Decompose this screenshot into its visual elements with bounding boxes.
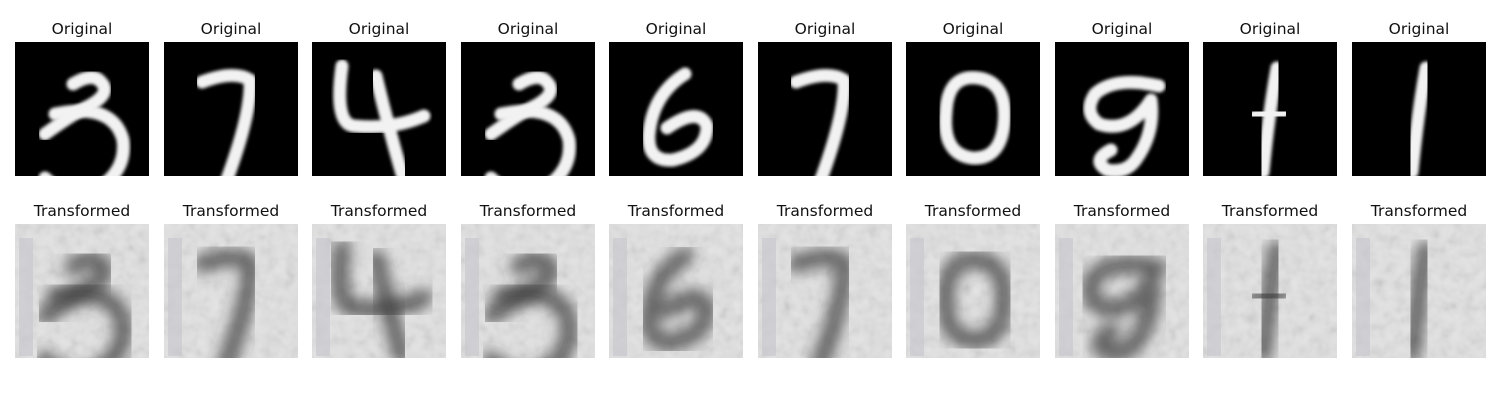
title-transformed-1: Transformed <box>182 202 280 220</box>
blurred-stroke <box>367 249 411 358</box>
title-original-3: Original <box>497 20 559 38</box>
original-image-9 <box>1352 42 1486 176</box>
transformed-image-7 <box>1055 224 1189 358</box>
digit-stroke <box>789 69 851 176</box>
digit-stroke <box>195 69 257 176</box>
original-image-8 <box>1203 42 1337 176</box>
blurred-stroke <box>1080 255 1168 358</box>
title-transformed-9: Transformed <box>1370 202 1468 220</box>
transformed-image-9 <box>1352 224 1486 358</box>
original-image-3 <box>461 42 595 176</box>
digit-stroke <box>1405 61 1433 176</box>
digit-stroke <box>642 67 714 167</box>
blurred-stroke <box>1403 241 1435 358</box>
title-original-6: Original <box>942 20 1004 38</box>
digit-stroke <box>484 104 576 176</box>
blurred-stroke <box>1246 285 1292 307</box>
original-image-6 <box>906 42 1040 176</box>
title-transformed-7: Transformed <box>1073 202 1171 220</box>
digit-stroke <box>1083 75 1166 176</box>
blurred-stroke <box>36 284 133 358</box>
title-original-2: Original <box>348 20 410 38</box>
digit-stroke <box>369 69 409 176</box>
digit-stroke <box>939 71 1011 165</box>
original-image-0 <box>15 42 149 176</box>
digit-stroke <box>1248 105 1290 123</box>
transformed-image-4 <box>609 224 743 358</box>
transformed-image-3 <box>461 224 595 358</box>
transformed-image-1 <box>164 224 298 358</box>
title-original-4: Original <box>645 20 707 38</box>
transformed-image-0 <box>15 224 149 358</box>
title-original-1: Original <box>200 20 262 38</box>
transformed-image-6 <box>906 224 1040 358</box>
transformed-image-8 <box>1203 224 1337 358</box>
original-image-4 <box>609 42 743 176</box>
original-image-1 <box>164 42 298 176</box>
title-original-8: Original <box>1239 20 1301 38</box>
title-original-9: Original <box>1388 20 1450 38</box>
transformed-image-5 <box>758 224 892 358</box>
original-image-7 <box>1055 42 1189 176</box>
blurred-stroke <box>639 247 717 352</box>
title-transformed-6: Transformed <box>924 202 1022 220</box>
title-original-7: Original <box>1091 20 1153 38</box>
digit-stroke <box>38 104 130 176</box>
original-image-5 <box>758 42 892 176</box>
title-transformed-0: Transformed <box>33 202 131 220</box>
blurred-stroke <box>193 248 260 358</box>
title-transformed-3: Transformed <box>479 202 577 220</box>
digit-stroke <box>38 71 111 141</box>
digit-stroke <box>333 59 431 134</box>
original-image-2 <box>312 42 446 176</box>
title-transformed-5: Transformed <box>776 202 874 220</box>
digit-stroke <box>484 71 557 141</box>
title-transformed-2: Transformed <box>330 202 428 220</box>
title-original-5: Original <box>794 20 856 38</box>
title-transformed-8: Transformed <box>1221 202 1319 220</box>
blurred-stroke <box>482 284 579 358</box>
title-original-0: Original <box>51 20 113 38</box>
transformed-image-2 <box>312 224 446 358</box>
title-transformed-4: Transformed <box>627 202 725 220</box>
blurred-stroke <box>936 250 1014 350</box>
blurred-stroke <box>787 248 854 358</box>
blurred-stroke <box>330 239 433 318</box>
